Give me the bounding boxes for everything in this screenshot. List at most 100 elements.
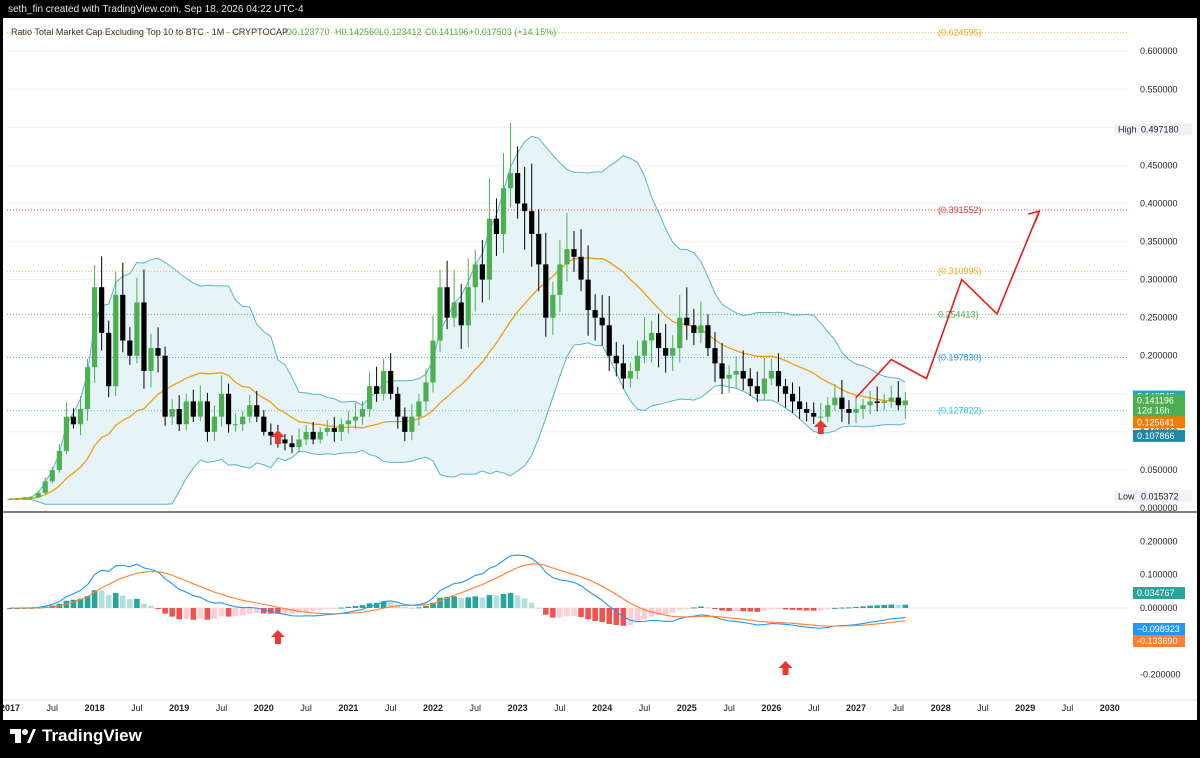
candle-body[interactable] xyxy=(825,405,831,417)
candle-body[interactable] xyxy=(564,249,570,265)
candle-body[interactable] xyxy=(63,416,69,451)
candle-body[interactable] xyxy=(155,348,161,356)
candle-body[interactable] xyxy=(92,287,98,368)
candle-body[interactable] xyxy=(747,378,753,387)
candle-body[interactable] xyxy=(522,203,528,212)
candle-body[interactable] xyxy=(507,173,514,189)
chart-area[interactable]: (0.624595) (0.391552) (0.310995) 0.254413) (… xyxy=(0,18,1197,720)
candle-body[interactable] xyxy=(345,420,351,425)
candle-body[interactable] xyxy=(77,409,84,425)
candle-body[interactable] xyxy=(282,439,288,444)
candle-body[interactable] xyxy=(416,401,422,417)
candle-body[interactable] xyxy=(578,256,584,280)
candle-body[interactable] xyxy=(374,386,380,394)
candle-body[interactable] xyxy=(381,370,387,394)
candle-body[interactable] xyxy=(867,401,873,406)
candle-body[interactable] xyxy=(303,431,309,440)
candle-body[interactable] xyxy=(113,294,119,387)
candle-body[interactable] xyxy=(500,188,507,234)
candle-body[interactable] xyxy=(388,370,394,394)
candle-body[interactable] xyxy=(233,424,239,426)
candle-body[interactable] xyxy=(740,370,746,379)
candle-body[interactable] xyxy=(599,317,605,326)
candle-body[interactable] xyxy=(627,370,633,379)
candle-body[interactable] xyxy=(677,317,683,349)
candle-body[interactable] xyxy=(331,428,337,432)
candle-body[interactable] xyxy=(712,348,718,364)
candle-body[interactable] xyxy=(49,469,55,482)
candle-body[interactable] xyxy=(620,363,626,379)
candle-body[interactable] xyxy=(190,401,196,417)
candle-body[interactable] xyxy=(811,412,817,417)
candle-body[interactable] xyxy=(444,287,450,318)
candle-body[interactable] xyxy=(204,401,210,432)
candle-body[interactable] xyxy=(211,416,218,432)
candle-body[interactable] xyxy=(324,428,330,432)
candle-body[interactable] xyxy=(352,416,359,421)
candle-body[interactable] xyxy=(789,393,796,402)
candle-body[interactable] xyxy=(423,382,429,402)
candle-body[interactable] xyxy=(21,498,27,500)
candle-body[interactable] xyxy=(634,355,641,371)
candle-body[interactable] xyxy=(719,363,725,379)
candle-body[interactable] xyxy=(684,317,690,326)
candle-body[interactable] xyxy=(543,264,549,318)
candle-body[interactable] xyxy=(225,393,232,425)
candle-body[interactable] xyxy=(902,400,908,406)
candle-body[interactable] xyxy=(641,340,648,356)
candle-body[interactable] xyxy=(832,397,838,406)
candle-body[interactable] xyxy=(430,340,436,383)
candle-body[interactable] xyxy=(162,355,168,417)
candle-body[interactable] xyxy=(592,310,598,318)
candle-body[interactable] xyxy=(141,302,147,371)
candle-body[interactable] xyxy=(366,386,373,410)
candle-body[interactable] xyxy=(7,498,13,500)
candle-body[interactable] xyxy=(754,386,760,394)
candle-body[interactable] xyxy=(536,233,542,265)
candle-body[interactable] xyxy=(99,287,105,333)
candle-body[interactable] xyxy=(247,405,253,417)
candle-body[interactable] xyxy=(691,325,697,333)
candle-body[interactable] xyxy=(479,264,485,280)
candle-body[interactable] xyxy=(254,405,260,417)
candle-body[interactable] xyxy=(881,401,887,403)
candle-body[interactable] xyxy=(437,287,443,341)
candle-body[interactable] xyxy=(839,397,845,410)
candle-body[interactable] xyxy=(797,401,803,410)
candle-body[interactable] xyxy=(571,249,577,257)
candle-body[interactable] xyxy=(705,325,711,349)
candle-body[interactable] xyxy=(134,302,140,356)
candle-body[interactable] xyxy=(218,393,225,417)
candle-body[interactable] xyxy=(493,218,500,234)
candle-body[interactable] xyxy=(648,332,655,341)
candle-body[interactable] xyxy=(310,431,316,440)
candle-body[interactable] xyxy=(761,378,767,394)
candle-body[interactable] xyxy=(804,409,810,413)
candle-body[interactable] xyxy=(768,370,774,379)
candle-body[interactable] xyxy=(613,355,619,364)
candle-body[interactable] xyxy=(261,416,267,432)
candle-body[interactable] xyxy=(698,325,704,333)
chart-svg[interactable]: (0.624595) (0.391552) (0.310995) 0.254413) (… xyxy=(0,18,1197,720)
candle-body[interactable] xyxy=(656,332,662,349)
candle-body[interactable] xyxy=(338,424,344,432)
candle-body[interactable] xyxy=(402,416,408,432)
candle-body[interactable] xyxy=(888,397,894,402)
candle-body[interactable] xyxy=(240,416,246,425)
candle-body[interactable] xyxy=(846,409,852,413)
price-pane[interactable]: (0.624595) (0.391552) (0.310995) 0.254413) (… xyxy=(7,28,1192,513)
candle-body[interactable] xyxy=(56,450,62,470)
candle-body[interactable] xyxy=(818,416,824,418)
candle-body[interactable] xyxy=(733,370,739,375)
candle-body[interactable] xyxy=(853,409,859,413)
candle-body[interactable] xyxy=(465,287,471,326)
candle-body[interactable] xyxy=(169,409,175,417)
candle-body[interactable] xyxy=(585,279,591,311)
candle-body[interactable] xyxy=(860,405,866,410)
candle-body[interactable] xyxy=(775,370,782,387)
candle-body[interactable] xyxy=(28,497,34,499)
candle-body[interactable] xyxy=(670,348,676,356)
candle-body[interactable] xyxy=(663,348,669,356)
candle-body[interactable] xyxy=(486,218,492,280)
candle-body[interactable] xyxy=(458,302,464,326)
